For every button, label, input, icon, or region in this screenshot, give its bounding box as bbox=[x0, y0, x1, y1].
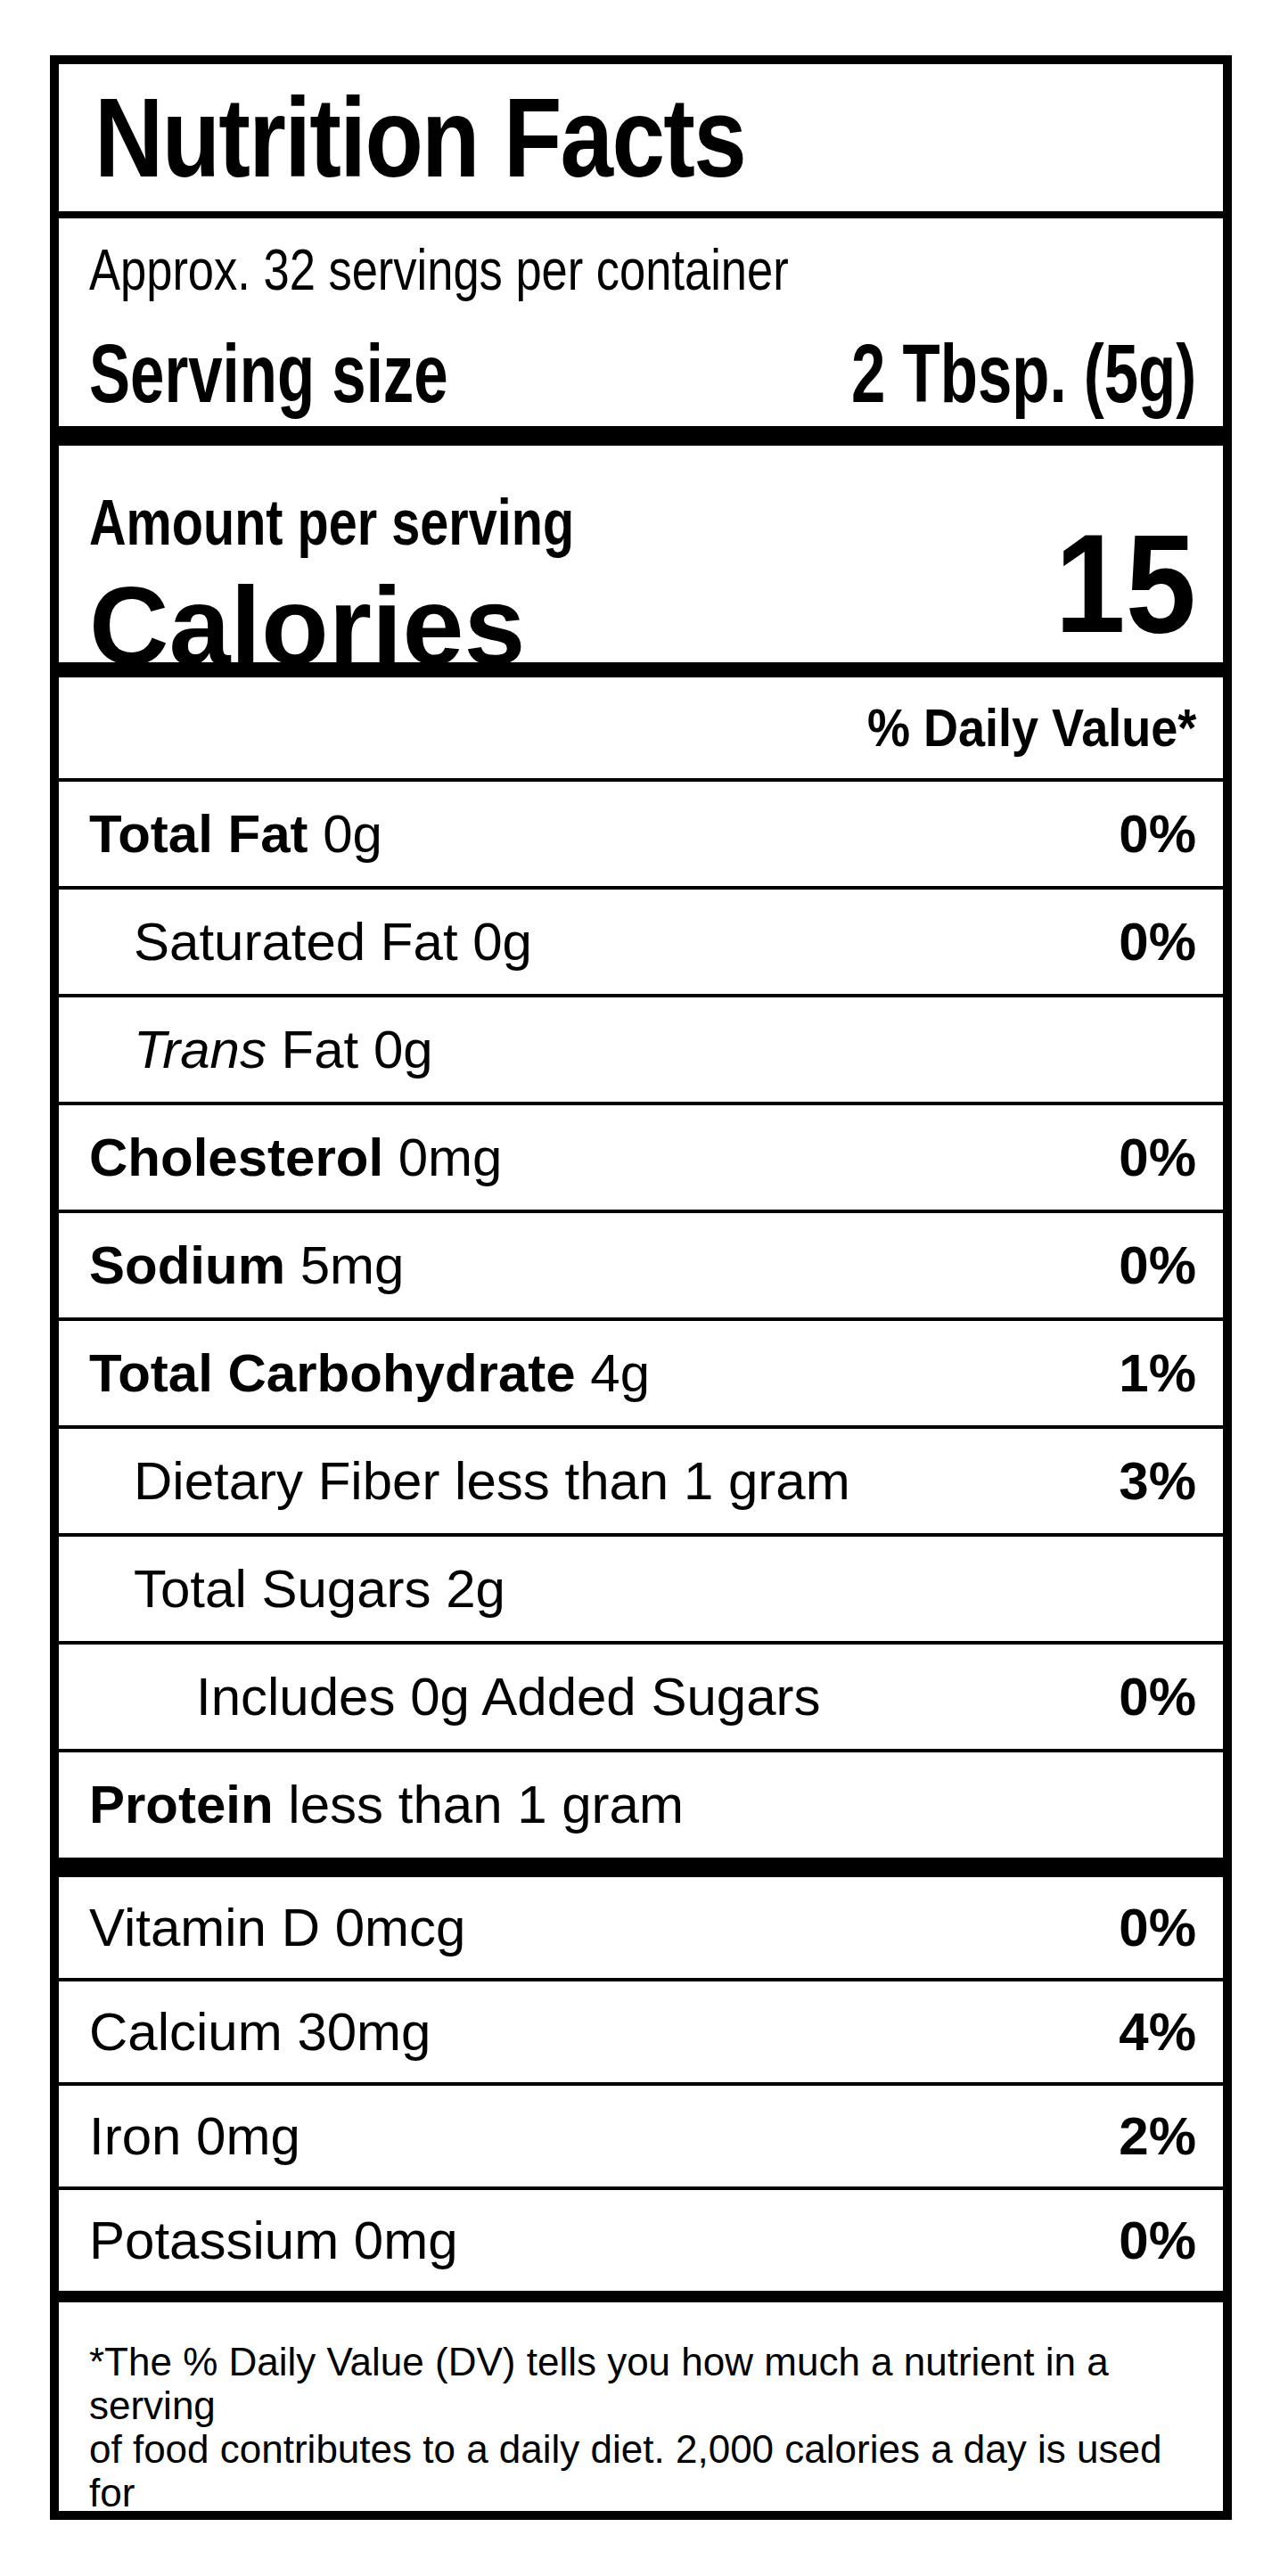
title-row: Nutrition Facts bbox=[59, 64, 1223, 211]
vitamin-name: Calcium 30mg bbox=[89, 2006, 431, 2059]
daily-value-header-row: % Daily Value* bbox=[59, 677, 1223, 782]
nutrient-daily-value: 0% bbox=[1119, 915, 1196, 969]
vitamin-daily-value: 0% bbox=[1119, 1901, 1196, 1955]
vitamin-row: Potassium 0mg 0% bbox=[59, 2190, 1223, 2291]
nutrient-daily-value: 0% bbox=[1119, 1131, 1196, 1185]
vitamin-name: Iron 0mg bbox=[89, 2110, 300, 2163]
vitamin-name: Potassium 0mg bbox=[89, 2214, 458, 2268]
nutrient-daily-value: 0% bbox=[1119, 1239, 1196, 1292]
servings-per-container-row: Approx. 32 servings per container bbox=[59, 218, 1223, 321]
footnote-line: of food contributes to a daily diet. 2,0… bbox=[89, 2427, 1193, 2514]
calories-value: 15 bbox=[1055, 513, 1196, 653]
nutrient-name: Total Fat 0g bbox=[89, 808, 382, 861]
nutrient-row: Sodium 5mg 0% bbox=[59, 1213, 1223, 1321]
footnote-line: general nutrition advice. bbox=[89, 2514, 1193, 2520]
amount-per-serving-label: Amount per serving bbox=[89, 490, 574, 554]
thick-bar-above-calories bbox=[59, 426, 1223, 446]
nutrient-row: Trans Fat 0g bbox=[59, 997, 1223, 1105]
nutrient-name: Dietary Fiber less than 1 gram bbox=[134, 1455, 850, 1508]
vitamin-row: Iron 0mg 2% bbox=[59, 2086, 1223, 2190]
vitamin-name: Vitamin D 0mcg bbox=[89, 1901, 465, 1955]
nutrient-row: Total Fat 0g 0% bbox=[59, 782, 1223, 890]
nutrition-facts-label: Nutrition Facts Approx. 32 servings per … bbox=[50, 55, 1232, 2520]
calories-label: Calories bbox=[89, 570, 525, 681]
footnote: *The % Daily Value (DV) tells you how mu… bbox=[59, 2302, 1223, 2511]
vitamin-row: Vitamin D 0mcg 0% bbox=[59, 1877, 1223, 1981]
calories-section: Amount per serving Calories 15 bbox=[59, 446, 1223, 662]
thick-bar-above-vitamins bbox=[59, 1858, 1223, 1877]
nutrient-row: Total Sugars 2g bbox=[59, 1537, 1223, 1645]
nutrient-row: Total Carbohydrate 4g 1% bbox=[59, 1321, 1223, 1429]
nutrient-daily-value: 3% bbox=[1119, 1455, 1196, 1508]
vitamin-daily-value: 2% bbox=[1119, 2110, 1196, 2163]
nutrient-row: Protein less than 1 gram bbox=[59, 1752, 1223, 1858]
nutrient-row: Cholesterol 0mg 0% bbox=[59, 1105, 1223, 1213]
nutrient-row: Dietary Fiber less than 1 gram 3% bbox=[59, 1429, 1223, 1537]
page: Nutrition Facts Approx. 32 servings per … bbox=[0, 0, 1288, 2576]
nutrient-rows: Total Fat 0g 0% Saturated Fat 0g 0% Tran… bbox=[59, 782, 1223, 1858]
serving-size-value: 2 Tbsp. (5g) bbox=[851, 332, 1196, 414]
nutrient-name: Cholesterol 0mg bbox=[89, 1131, 502, 1185]
nutrient-daily-value: 1% bbox=[1119, 1347, 1196, 1400]
nutrient-row: Includes 0g Added Sugars 0% bbox=[59, 1645, 1223, 1752]
serving-size-row: Serving size 2 Tbsp. (5g) bbox=[59, 321, 1223, 426]
nutrient-name: Saturated Fat 0g bbox=[134, 915, 532, 969]
nutrient-name: Total Carbohydrate 4g bbox=[89, 1347, 650, 1400]
nutrient-name: Protein less than 1 gram bbox=[89, 1778, 684, 1832]
servings-per-container-text: Approx. 32 servings per container bbox=[89, 242, 789, 299]
vitamin-row: Calcium 30mg 4% bbox=[59, 1981, 1223, 2086]
nutrient-name: Sodium 5mg bbox=[89, 1239, 404, 1292]
label-title: Nutrition Facts bbox=[94, 82, 745, 194]
nutrient-name: Total Sugars 2g bbox=[134, 1563, 505, 1616]
nutrient-row: Saturated Fat 0g 0% bbox=[59, 890, 1223, 997]
nutrient-daily-value: 0% bbox=[1119, 1670, 1196, 1724]
vitamin-daily-value: 4% bbox=[1119, 2006, 1196, 2059]
thick-bar-above-footnote bbox=[59, 2291, 1223, 2302]
vitamin-daily-value: 0% bbox=[1119, 2214, 1196, 2268]
footnote-line: *The % Daily Value (DV) tells you how mu… bbox=[89, 2340, 1193, 2427]
nutrient-daily-value: 0% bbox=[1119, 808, 1196, 861]
daily-value-header: % Daily Value* bbox=[867, 701, 1196, 755]
vitamin-rows: Vitamin D 0mcg 0% Calcium 30mg 4% Iron 0… bbox=[59, 1877, 1223, 2291]
title-divider bbox=[59, 211, 1223, 218]
nutrient-name: Includes 0g Added Sugars bbox=[196, 1670, 821, 1724]
nutrient-name: Trans Fat 0g bbox=[134, 1023, 433, 1077]
serving-size-label: Serving size bbox=[89, 332, 448, 414]
